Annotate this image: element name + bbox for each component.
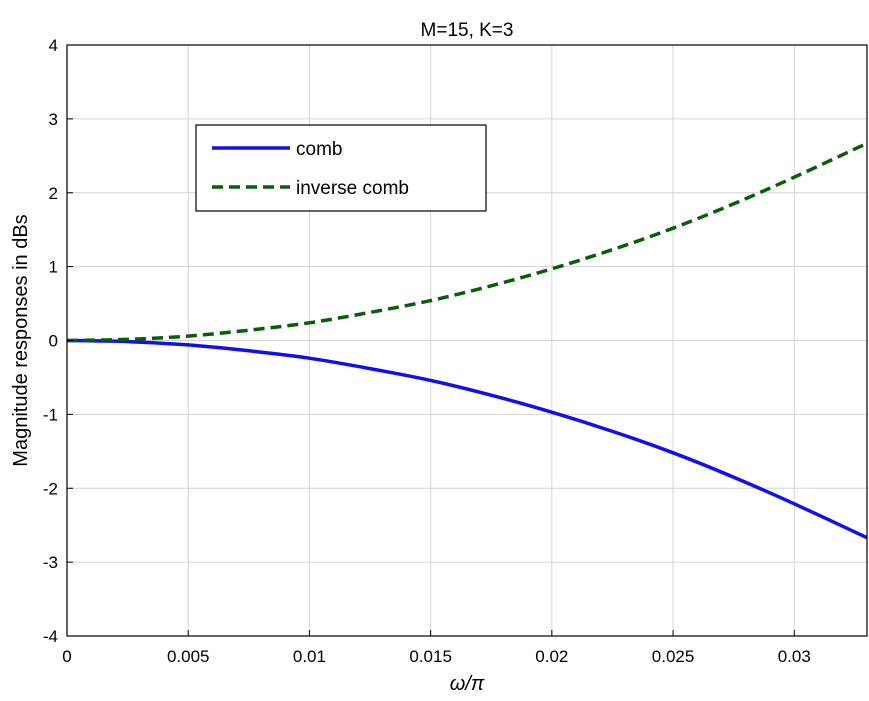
series-line-inverse-comb: [66, 141, 868, 343]
y-tick-label: -3: [43, 553, 58, 572]
y-tick-label: 4: [49, 36, 58, 55]
series-group: [66, 141, 868, 540]
x-tick-label: 0.015: [409, 647, 452, 666]
y-axis-label: Magnitude responses in dBs: [10, 214, 32, 466]
legend-box: [195, 124, 487, 212]
x-tick-label: 0.005: [167, 647, 210, 666]
y-tick-label: 0: [49, 332, 58, 351]
x-tick-label: 0.03: [778, 647, 811, 666]
y-tick-label: 3: [49, 110, 58, 129]
legend: comb inverse comb: [195, 124, 487, 212]
y-tick-label: -1: [43, 405, 58, 424]
series-line-comb: [66, 338, 868, 540]
legend-label-comb: comb: [296, 139, 342, 160]
y-tick-label: -2: [43, 479, 58, 498]
x-tick-label: 0.02: [535, 647, 568, 666]
y-tick-label: 1: [49, 258, 58, 277]
x-axis-label: ω/π: [450, 673, 485, 695]
tick-labels: 0 0.005 0.01 0.015 0.02 0.025 0.03 4 3 2 1 0 -1 -2 -3 -…: [43, 36, 811, 666]
x-tick-label: 0.025: [652, 647, 695, 666]
x-tick-label: 0.01: [293, 647, 326, 666]
y-tick-label: -4: [43, 627, 58, 646]
chart-title: M=15, K=3: [421, 20, 514, 41]
x-tick-label: 0: [62, 647, 71, 666]
y-tick-label: 2: [49, 184, 58, 203]
legend-label-inverse-comb: inverse comb: [296, 178, 409, 199]
